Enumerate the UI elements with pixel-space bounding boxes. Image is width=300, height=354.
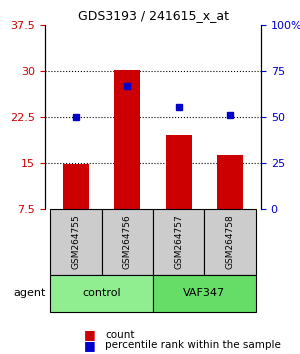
- Bar: [114, 70, 140, 209]
- Text: GSM264756: GSM264756: [123, 214, 132, 269]
- Text: GSM264757: GSM264757: [174, 214, 183, 269]
- Text: percentile rank within the sample: percentile rank within the sample: [105, 340, 281, 350]
- Bar: [217, 155, 243, 209]
- Text: agent: agent: [14, 288, 46, 298]
- FancyBboxPatch shape: [50, 275, 153, 312]
- Text: ■: ■: [84, 339, 96, 352]
- FancyBboxPatch shape: [204, 209, 256, 275]
- Text: count: count: [105, 330, 134, 339]
- Text: control: control: [82, 288, 121, 298]
- Text: VAF347: VAF347: [183, 288, 226, 298]
- Text: GSM264755: GSM264755: [71, 214, 80, 269]
- FancyBboxPatch shape: [153, 209, 204, 275]
- FancyBboxPatch shape: [50, 209, 102, 275]
- Text: GSM264758: GSM264758: [226, 214, 235, 269]
- FancyBboxPatch shape: [153, 275, 256, 312]
- Text: ■: ■: [84, 328, 96, 341]
- Bar: [166, 135, 192, 209]
- Title: GDS3193 / 241615_x_at: GDS3193 / 241615_x_at: [77, 9, 229, 22]
- FancyBboxPatch shape: [102, 209, 153, 275]
- Bar: [63, 164, 89, 209]
